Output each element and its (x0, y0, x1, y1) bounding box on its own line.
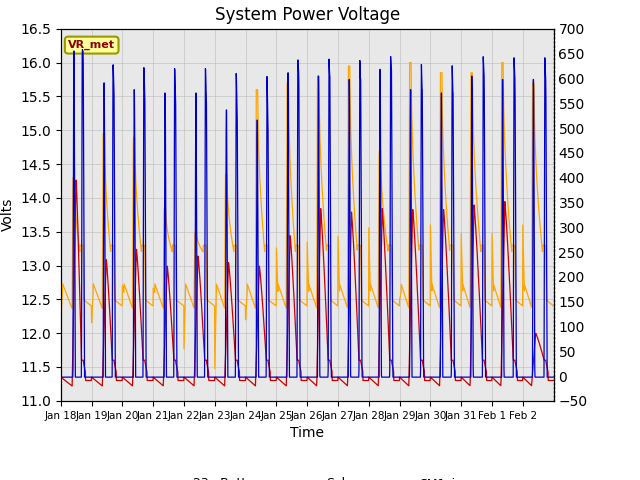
Title: System Power Voltage: System Power Voltage (214, 6, 400, 24)
Legend: 23x Battery, Solar, CM1_in: 23x Battery, Solar, CM1_in (147, 472, 468, 480)
X-axis label: Time: Time (290, 426, 324, 440)
Y-axis label: Volts: Volts (1, 198, 15, 231)
Text: VR_met: VR_met (68, 40, 115, 50)
